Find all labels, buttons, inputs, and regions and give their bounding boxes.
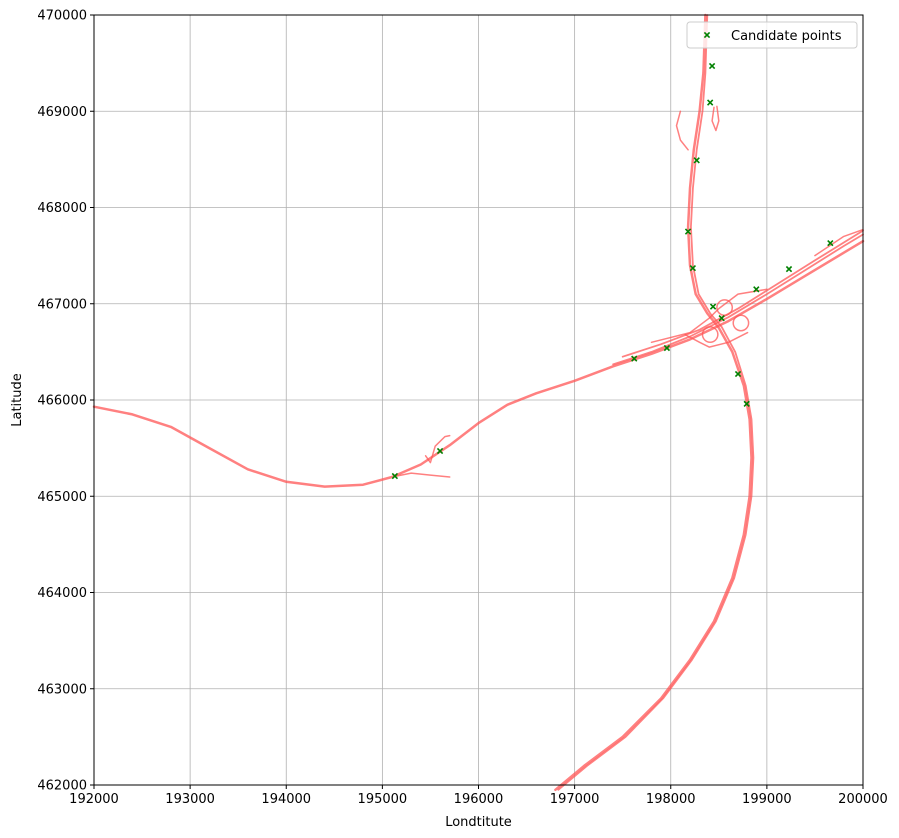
road-line — [650, 288, 768, 344]
legend: Candidate points — [686, 21, 858, 49]
candidate-point — [631, 355, 638, 362]
y-tick-label: 462000 — [37, 779, 87, 794]
legend-marker — [703, 31, 711, 39]
y-tick-label: 466000 — [37, 394, 87, 409]
road-line — [92, 239, 865, 488]
candidate-point — [785, 265, 793, 273]
road-network — [92, 13, 865, 792]
x-tick-label: 199000 — [742, 792, 792, 807]
candidate-point — [743, 400, 750, 408]
x-tick-label: 200000 — [838, 792, 888, 807]
candidate-point — [693, 157, 700, 164]
road-line — [675, 110, 689, 151]
road-loop — [716, 299, 734, 317]
candidate-point — [706, 99, 714, 106]
x-tick-label: 194000 — [261, 792, 311, 807]
y-axis-label: Latitude — [10, 373, 25, 427]
x-tick-label: 198000 — [646, 792, 696, 807]
x-tick-label: 192000 — [69, 792, 119, 807]
candidate-point — [734, 370, 742, 378]
y-tick-label: 463000 — [37, 682, 87, 697]
candidate-points — [391, 62, 834, 480]
y-tick-label: 468000 — [37, 201, 87, 216]
x-tick-label: 196000 — [454, 792, 504, 807]
x-tick-label: 193000 — [165, 792, 215, 807]
candidate-point — [708, 62, 716, 70]
road-line — [612, 233, 864, 366]
candidate-point — [753, 286, 760, 293]
road-line — [684, 331, 749, 348]
road-line — [711, 105, 720, 132]
road-line — [814, 228, 864, 257]
road-line — [621, 229, 864, 358]
road-line — [554, 13, 753, 792]
y-tick-label: 469000 — [37, 105, 87, 120]
y-tick-label: 464000 — [37, 586, 87, 601]
x-tick-label: 195000 — [358, 792, 408, 807]
candidate-point — [718, 315, 725, 322]
candidate-point — [709, 303, 717, 310]
y-tick-label: 470000 — [37, 9, 87, 24]
candidate-point — [391, 472, 399, 480]
grid — [94, 15, 863, 785]
road-loop — [701, 326, 719, 343]
road-line — [396, 472, 451, 478]
x-axis-ticks: 192000 193000 194000 195000 196000 197000 1980… — [69, 785, 888, 807]
y-axis-ticks: 462000 463000 464000 465000 466000 467000 4680… — [37, 9, 94, 794]
y-tick-label: 467000 — [37, 297, 87, 312]
x-axis-label: Londtitute — [445, 815, 512, 830]
candidate-point — [436, 447, 444, 455]
road-line — [424, 434, 451, 464]
candidate-point — [684, 228, 692, 235]
x-tick-label: 197000 — [550, 792, 600, 807]
legend-box — [686, 21, 858, 49]
candidate-point — [689, 264, 697, 272]
y-tick-label: 465000 — [37, 490, 87, 505]
legend-label: Candidate points — [731, 29, 842, 44]
candidate-point — [827, 239, 834, 247]
road-line — [557, 14, 755, 791]
candidate-point — [663, 344, 671, 352]
road-loop — [732, 314, 750, 332]
